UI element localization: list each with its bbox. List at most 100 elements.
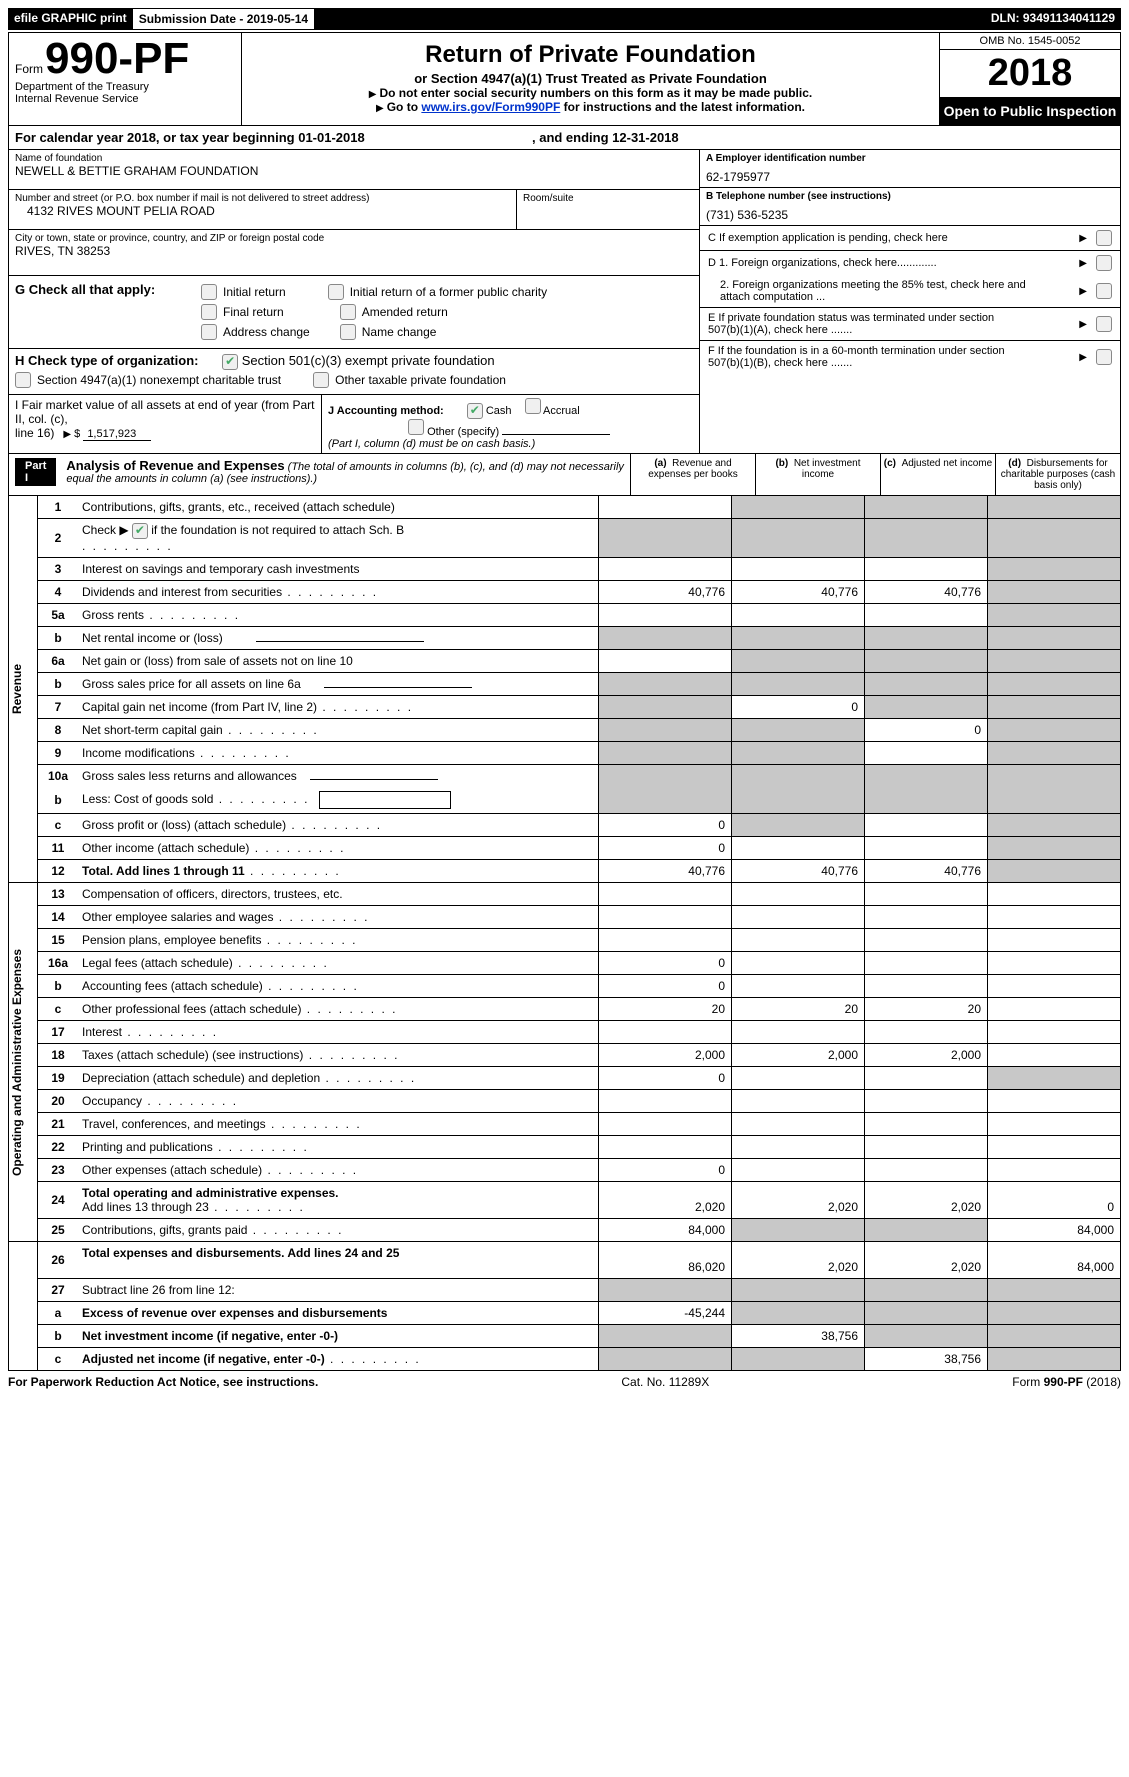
row16c-num: c <box>38 998 79 1021</box>
row10c-a: 0 <box>599 814 732 837</box>
phone-value: (731) 536-5235 <box>706 202 1114 222</box>
row10c-desc: Gross profit or (loss) (attach schedule) <box>82 818 286 832</box>
row18-a: 2,000 <box>599 1044 732 1067</box>
cal-end: , and ending 12-31-2018 <box>532 130 679 145</box>
row27b-desc: Net investment income (if negative, ente… <box>82 1329 338 1343</box>
col-b-header: (b) Net investment income <box>755 454 880 495</box>
d1-checkbox[interactable] <box>1096 255 1112 271</box>
row4-a: 40,776 <box>599 581 732 604</box>
cal-begin: For calendar year 2018, or tax year begi… <box>15 130 365 145</box>
header-right: OMB No. 1545-0052 2018 Open to Public In… <box>940 33 1120 125</box>
row8-num: 8 <box>38 719 79 742</box>
row22-desc: Printing and publications <box>82 1140 213 1154</box>
row9-desc: Income modifications <box>82 746 195 760</box>
row20-desc: Occupancy <box>82 1094 142 1108</box>
schb-checkbox[interactable] <box>132 523 148 539</box>
row24b-b: 2,020 <box>732 1182 865 1219</box>
part1-title: Analysis of Revenue and Expenses <box>66 458 284 473</box>
form-word: Form <box>15 62 43 76</box>
foundation-name-label: Name of foundation <box>15 153 693 164</box>
initial-return-former-label: Initial return of a former public charit… <box>350 285 547 299</box>
efile-label: efile GRAPHIC print <box>8 8 133 30</box>
c-label: C If exemption application is pending, c… <box>708 232 948 244</box>
open-to-public: Open to Public Inspection <box>940 97 1120 125</box>
row25-desc: Contributions, gifts, grants paid <box>82 1223 247 1237</box>
cash-label: Cash <box>486 405 512 417</box>
row4-c: 40,776 <box>865 581 988 604</box>
col-d-header: (d) Disbursements for charitable purpose… <box>995 454 1120 495</box>
d2-checkbox[interactable] <box>1096 283 1112 299</box>
goto-prefix: Go to <box>387 100 422 114</box>
row27c-num: c <box>38 1348 79 1371</box>
f-label: F If the foundation is in a 60-month ter… <box>708 345 1028 369</box>
row12-b: 40,776 <box>732 860 865 883</box>
other-taxable-checkbox[interactable] <box>313 372 329 388</box>
address-change-label: Address change <box>223 325 310 339</box>
row27a-num: a <box>38 1302 79 1325</box>
section-501c3-label: Section 501(c)(3) exempt private foundat… <box>242 353 495 368</box>
row18-desc: Taxes (attach schedule) (see instruction… <box>82 1048 303 1062</box>
amended-return-checkbox[interactable] <box>340 304 356 320</box>
initial-return-former-checkbox[interactable] <box>328 284 344 300</box>
row26-d: 84,000 <box>988 1242 1121 1279</box>
name-change-label: Name change <box>362 325 437 339</box>
row3-num: 3 <box>38 558 79 581</box>
submission-date: Submission Date - 2019-05-14 <box>133 8 315 30</box>
row16a-desc: Legal fees (attach schedule) <box>82 956 233 970</box>
street-label: Number and street (or P.O. box number if… <box>15 193 510 204</box>
other-method-label: Other (specify) <box>427 426 499 438</box>
accrual-checkbox[interactable] <box>525 398 541 414</box>
footer-right: Form 990-PF (2018) <box>1012 1375 1121 1389</box>
row7-num: 7 <box>38 696 79 719</box>
irs-link[interactable]: www.irs.gov/Form990PF <box>421 100 560 114</box>
row26-a: 86,020 <box>599 1242 732 1279</box>
row25-a: 84,000 <box>599 1219 732 1242</box>
address-change-checkbox[interactable] <box>201 324 217 340</box>
row12-c: 40,776 <box>865 860 988 883</box>
cash-checkbox[interactable] <box>467 403 483 419</box>
row10a-desc: Gross sales less returns and allowances <box>82 769 297 783</box>
j-note: (Part I, column (d) must be on cash basi… <box>328 438 693 450</box>
row27a-desc: Excess of revenue over expenses and disb… <box>82 1306 387 1320</box>
calendar-year-line: For calendar year 2018, or tax year begi… <box>9 126 1120 150</box>
top-bar: efile GRAPHIC print Submission Date - 20… <box>8 8 1121 30</box>
row18-b: 2,000 <box>732 1044 865 1067</box>
row27b-b: 38,756 <box>732 1325 865 1348</box>
row11-desc: Other income (attach schedule) <box>82 841 249 855</box>
row10b-num: b <box>38 787 79 814</box>
row2-num: 2 <box>38 519 79 558</box>
omb-number: OMB No. 1545-0052 <box>940 33 1120 50</box>
row24-num: 24 <box>38 1182 79 1219</box>
final-return-checkbox[interactable] <box>201 304 217 320</box>
final-return-label: Final return <box>223 305 284 319</box>
row15-desc: Pension plans, employee benefits <box>82 933 261 947</box>
j-label: J Accounting method: <box>328 405 444 417</box>
section-501c3-checkbox[interactable] <box>222 354 238 370</box>
row16b-num: b <box>38 975 79 998</box>
revenue-side-label: Revenue <box>10 658 24 720</box>
amended-return-label: Amended return <box>362 305 448 319</box>
header-center: Return of Private Foundation or Section … <box>242 33 940 125</box>
f-checkbox[interactable] <box>1096 349 1112 365</box>
section-4947-checkbox[interactable] <box>15 372 31 388</box>
phone-label: B Telephone number (see instructions) <box>706 191 891 202</box>
page-footer: For Paperwork Reduction Act Notice, see … <box>8 1371 1121 1389</box>
row16c-a: 20 <box>599 998 732 1021</box>
footer-mid: Cat. No. 11289X <box>621 1375 709 1389</box>
row4-num: 4 <box>38 581 79 604</box>
initial-return-checkbox[interactable] <box>201 284 217 300</box>
row25-num: 25 <box>38 1219 79 1242</box>
row4-desc: Dividends and interest from securities <box>82 585 282 599</box>
row23-a: 0 <box>599 1159 732 1182</box>
e-checkbox[interactable] <box>1096 316 1112 332</box>
row3-desc: Interest on savings and temporary cash i… <box>78 558 599 581</box>
row5b-num: b <box>38 627 79 650</box>
name-change-checkbox[interactable] <box>340 324 356 340</box>
row21-num: 21 <box>38 1113 79 1136</box>
c-checkbox[interactable] <box>1096 230 1112 246</box>
row26-desc: Total expenses and disbursements. Add li… <box>82 1246 399 1260</box>
row6b-desc: Gross sales price for all assets on line… <box>82 677 301 691</box>
col-c-header: (c) Adjusted net income <box>880 454 995 495</box>
other-method-checkbox[interactable] <box>408 419 424 435</box>
row7-desc: Capital gain net income (from Part IV, l… <box>82 700 317 714</box>
